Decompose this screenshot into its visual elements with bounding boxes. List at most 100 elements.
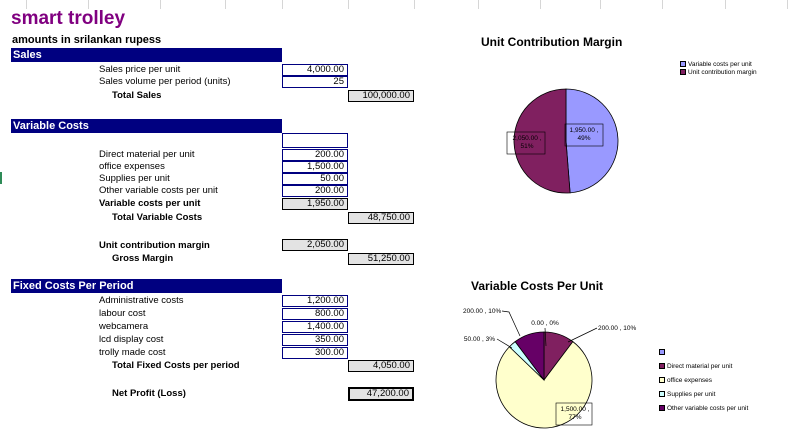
pie-slice[interactable] <box>495 341 593 429</box>
chart-vcpu-pie[interactable]: 0.00 , 0% 200.00 , 10% 1,500.00 ,77% 50.00 … <box>450 300 650 440</box>
legend-entry-direct-material: Direct material per unit <box>659 360 748 374</box>
office-expenses-label: office expenses <box>99 161 165 172</box>
unit-contribution-margin-label: Unit contribution margin <box>99 240 210 251</box>
chart-vcpu-title: Variable Costs Per Unit <box>471 279 604 293</box>
data-label: 50.00 , 3% <box>464 336 495 343</box>
legend-label: Supplies per unit <box>667 391 716 398</box>
label-box <box>564 123 604 147</box>
total-fixed-costs-cell[interactable]: 4,050.00 <box>348 360 414 372</box>
fixed-costs-section-header: Fixed Costs Per Period <box>11 279 282 293</box>
administrative-costs-label: Administrative costs <box>99 295 184 306</box>
legend-entry-office-expenses: office expenses <box>659 374 748 388</box>
net-profit-cell[interactable]: 47,200.00 <box>348 387 414 401</box>
legend-label: office expenses <box>667 377 713 384</box>
legend-entry-other-variable: Other variable costs per unit <box>659 402 748 416</box>
sales-price-label: Sales price per unit <box>99 64 181 75</box>
column-divider <box>540 0 541 9</box>
legend-entry-ucm: Unit contribution margin <box>680 69 757 77</box>
total-sales-label: Total Sales <box>112 90 162 101</box>
data-label: 2,050.00 , <box>513 135 542 142</box>
lcd-display-label: lcd display cost <box>99 334 164 345</box>
column-divider <box>600 0 601 9</box>
direct-material-cell[interactable]: 200.00 <box>282 149 348 161</box>
column-divider <box>414 0 415 9</box>
chart-ucm-legend: Variable costs per unit Unit contributio… <box>680 61 757 77</box>
data-label: 1,950.00 , <box>570 127 599 134</box>
data-label: 51% <box>520 143 533 150</box>
sales-section-header: Sales <box>11 48 282 62</box>
blank-input-cell[interactable] <box>282 133 348 148</box>
webcamera-label: webcamera <box>99 321 149 332</box>
legend-swatch <box>659 349 665 356</box>
labour-cost-cell[interactable]: 800.00 <box>282 308 348 320</box>
chart-vcpu-legend: Direct material per unit office expenses… <box>659 346 748 416</box>
webcamera-cell[interactable]: 1,400.00 <box>282 321 348 333</box>
column-divider <box>225 0 226 9</box>
legend-entry-variable-costs: Variable costs per unit <box>680 61 757 69</box>
supplies-label: Supplies per unit <box>99 173 170 184</box>
sheet-subtitle: amounts in srilankan rupess <box>12 34 162 46</box>
sales-price-cell[interactable]: 4,000.00 <box>282 64 348 76</box>
lcd-display-cell[interactable]: 350.00 <box>282 334 348 346</box>
pie-slice[interactable] <box>514 331 545 382</box>
data-label: 49% <box>577 135 590 142</box>
column-divider <box>282 0 283 9</box>
gross-margin-label: Gross Margin <box>112 253 174 264</box>
trolly-made-cell[interactable]: 300.00 <box>282 347 348 359</box>
legend-label: Other variable costs per unit <box>667 405 749 412</box>
legend-swatch <box>659 405 665 412</box>
total-sales-cell[interactable]: 100,000.00 <box>348 90 414 102</box>
row-selection-marker <box>0 172 2 184</box>
chart-ucm-title: Unit Contribution Margin <box>481 35 623 49</box>
column-divider <box>348 0 349 9</box>
legend-swatch <box>680 69 686 76</box>
office-expenses-cell[interactable]: 1,500.00 <box>282 161 348 173</box>
total-variable-costs-label: Total Variable Costs <box>112 212 203 223</box>
leader-line <box>544 327 547 347</box>
legend-entry-supplies: Supplies per unit <box>659 388 748 402</box>
gross-margin-cell[interactable]: 51,250.00 <box>348 253 414 265</box>
legend-entry-blank <box>659 346 748 360</box>
data-label: 77% <box>568 414 581 421</box>
sales-volume-cell[interactable]: 25 <box>282 76 348 88</box>
other-variable-label: Other variable costs per unit <box>99 185 218 196</box>
column-divider <box>478 0 479 9</box>
legend-swatch <box>680 61 686 68</box>
data-label: 200.00 , 10% <box>463 308 502 315</box>
column-divider <box>160 0 161 9</box>
leader-line <box>501 310 521 337</box>
leader-line <box>496 338 513 349</box>
sheet-title: smart trolley <box>11 8 126 29</box>
total-fixed-costs-label: Total Fixed Costs per period <box>112 360 240 371</box>
leader-line <box>567 327 598 343</box>
other-variable-cell[interactable]: 200.00 <box>282 185 348 197</box>
legend-label: Variable costs per unit <box>688 61 752 68</box>
supplies-cell[interactable]: 50.00 <box>282 173 348 185</box>
sales-volume-label: Sales volume per period (units) <box>99 76 231 87</box>
direct-material-label: Direct material per unit <box>99 149 195 160</box>
label-box <box>555 402 593 426</box>
labour-cost-label: labour cost <box>99 308 146 319</box>
chart-ucm-pie[interactable]: 1,950.00 ,49% 2,050.00 ,51% <box>496 70 636 210</box>
legend-label: Unit contribution margin <box>688 69 757 76</box>
net-profit-label: Net Profit (Loss) <box>112 388 186 399</box>
legend-label: Direct material per unit <box>667 363 733 370</box>
pie-slice[interactable] <box>565 88 619 194</box>
variable-per-unit-cell[interactable]: 1,950.00 <box>282 198 348 210</box>
column-divider <box>662 0 663 9</box>
legend-swatch <box>659 377 665 384</box>
trolly-made-label: trolly made cost <box>99 347 166 358</box>
label-box <box>506 131 546 155</box>
variable-costs-section-header: Variable Costs <box>11 119 282 133</box>
column-divider <box>88 0 89 9</box>
unit-contribution-margin-cell[interactable]: 2,050.00 <box>282 239 348 251</box>
variable-per-unit-label: Variable costs per unit <box>99 198 201 209</box>
column-divider <box>725 0 726 9</box>
total-variable-costs-cell[interactable]: 48,750.00 <box>348 212 414 224</box>
pie-slice[interactable] <box>513 88 571 194</box>
data-label: 200.00 , 10% <box>598 325 637 332</box>
administrative-costs-cell[interactable]: 1,200.00 <box>282 295 348 307</box>
data-label: 0.00 , 0% <box>531 320 559 327</box>
legend-swatch <box>659 391 665 398</box>
legend-swatch <box>659 363 665 370</box>
